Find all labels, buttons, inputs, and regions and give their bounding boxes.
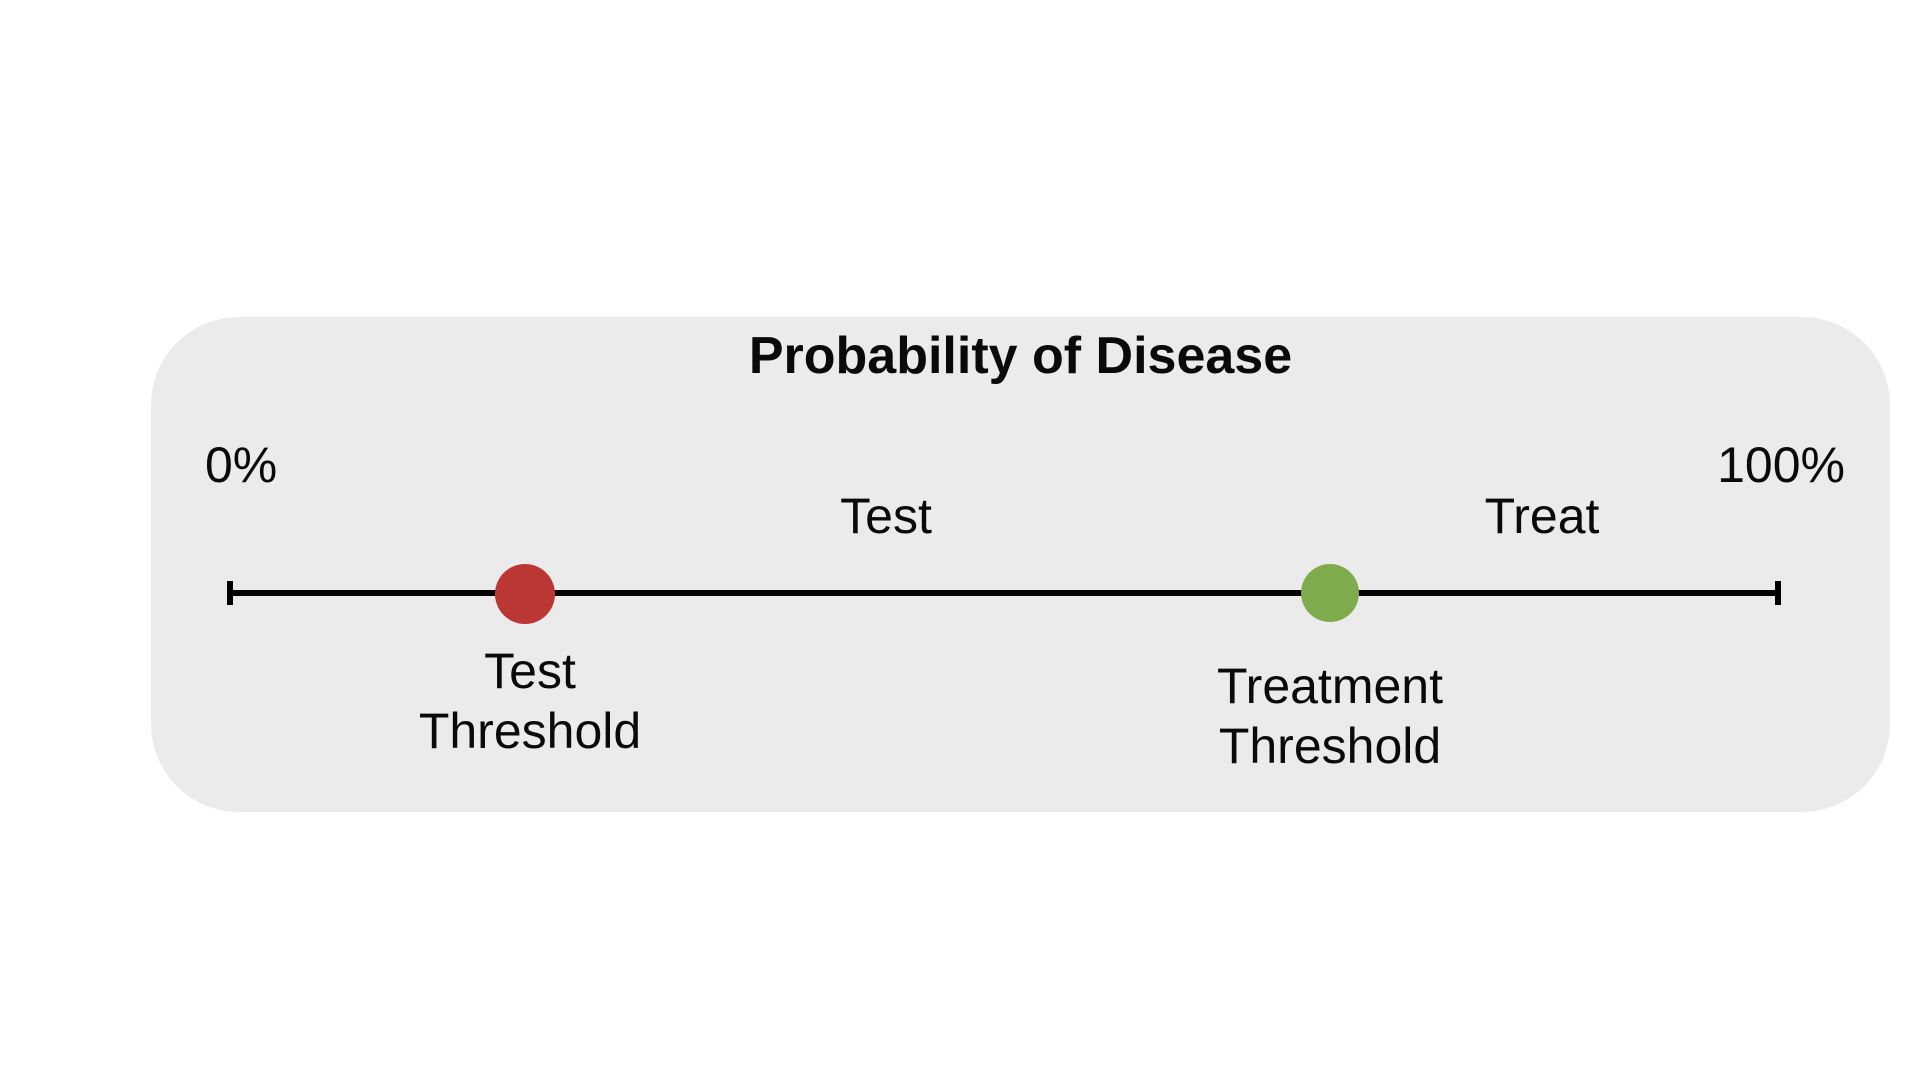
probability-axis-line [230, 590, 1778, 596]
axis-end-label: 100% [1717, 437, 1845, 493]
test-threshold-label: Test Threshold [380, 641, 680, 761]
probability-card [151, 317, 1890, 812]
axis-tick-right [1775, 581, 1781, 605]
test-threshold-label-line1: Test [484, 643, 576, 699]
test-threshold-dot [495, 564, 555, 624]
zone-label-test: Test [840, 488, 932, 544]
treatment-threshold-label: Treatment Threshold [1180, 656, 1480, 776]
zone-label-treat: Treat [1484, 488, 1600, 544]
test-threshold-label-line2: Threshold [418, 703, 642, 759]
axis-tick-left [227, 581, 233, 605]
treatment-threshold-label-line2: Threshold [1218, 718, 1442, 774]
figure-title: Probability of Disease [748, 327, 1293, 385]
treatment-threshold-label-line1: Treatment [1216, 658, 1443, 714]
treatment-threshold-dot [1301, 564, 1359, 622]
axis-start-label: 0% [205, 437, 278, 493]
